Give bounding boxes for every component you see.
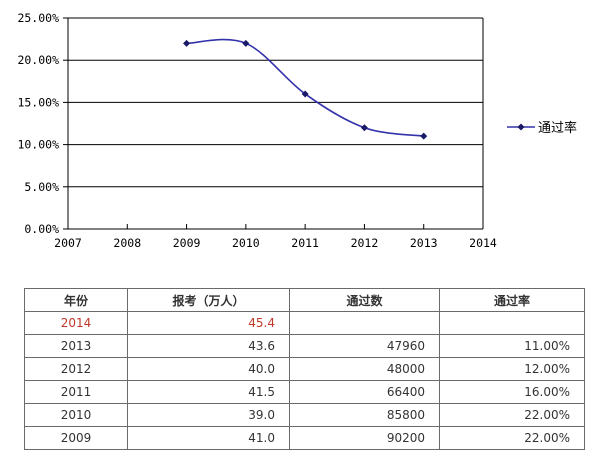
y-tick-label: 5.00% <box>24 180 59 194</box>
cell-rate: 22.00% <box>439 403 585 427</box>
cell-passed: 85800 <box>289 403 440 427</box>
table-row: 2010 39.0 85800 22.00% <box>24 403 585 427</box>
x-tick-label: 2010 <box>232 236 260 250</box>
cell-applicants: 39.0 <box>127 403 290 427</box>
cell-year: 2010 <box>24 403 128 427</box>
header-applicants: 报考（万人） <box>127 288 290 312</box>
data-point <box>242 39 250 47</box>
header-rate: 通过率 <box>439 288 585 312</box>
cell-applicants: 43.6 <box>127 334 290 358</box>
table-row: 2011 41.5 66400 16.00% <box>24 380 585 404</box>
legend-label: 通过率 <box>538 120 577 136</box>
table-row: 2012 40.0 48000 12.00% <box>24 357 585 381</box>
legend-marker <box>517 123 525 131</box>
x-tick-label: 2008 <box>113 236 141 250</box>
cell-applicants: 45.4 <box>127 311 290 335</box>
header-year: 年份 <box>24 288 128 312</box>
x-tick-label: 2014 <box>469 236 497 250</box>
y-tick-label: 15.00% <box>17 95 59 109</box>
axes <box>67 18 484 230</box>
table-area: 年份 报考（万人） 通过数 通过率 2014 45.4 2013 43.6 47… <box>0 262 602 469</box>
statistics-table: 年份 报考（万人） 通过数 通过率 2014 45.4 2013 43.6 47… <box>24 288 585 450</box>
x-axis-ticks: 2007 2008 2009 2010 2011 2012 2013 2014 <box>54 224 497 250</box>
x-tick-label: 2009 <box>173 236 201 250</box>
cell-passed: 47960 <box>289 334 440 358</box>
x-tick-label: 2013 <box>410 236 438 250</box>
y-tick-label: 20.00% <box>17 53 59 67</box>
cell-year: 2009 <box>24 426 128 450</box>
plot-area <box>68 18 483 229</box>
chart-area: 0.00% 5.00% 10.00% 15.00% 20.00% 25.00% 2007 2… <box>17 11 578 250</box>
cell-applicants: 41.0 <box>127 426 290 450</box>
cell-year: 2012 <box>24 357 128 381</box>
cell-passed: 90200 <box>289 426 440 450</box>
x-tick-label: 2007 <box>54 236 82 250</box>
data-point <box>301 90 309 98</box>
data-point <box>183 39 191 47</box>
cell-applicants: 40.0 <box>127 357 290 381</box>
cell-rate: 11.00% <box>439 334 585 358</box>
cell-applicants: 41.5 <box>127 380 290 404</box>
data-point <box>360 124 368 132</box>
table-row: 2009 41.0 90200 22.00% <box>24 426 585 450</box>
cell-rate: 16.00% <box>439 380 585 404</box>
cell-year: 2014 <box>24 311 128 335</box>
legend: 通过率 <box>507 120 577 136</box>
cell-passed <box>289 311 440 335</box>
cell-rate: 22.00% <box>439 426 585 450</box>
y-tick-label: 25.00% <box>17 11 59 25</box>
table-row: 2013 43.6 47960 11.00% <box>24 334 585 358</box>
cell-year: 2013 <box>24 334 128 358</box>
table-header-row: 年份 报考（万人） 通过数 通过率 <box>24 288 585 312</box>
cell-passed: 48000 <box>289 357 440 381</box>
series-group <box>183 38 428 140</box>
cell-rate: 12.00% <box>439 357 585 381</box>
data-point <box>420 132 428 140</box>
x-tick-label: 2012 <box>351 236 379 250</box>
cell-year: 2011 <box>24 380 128 404</box>
cell-passed: 66400 <box>289 380 440 404</box>
grid-lines <box>68 17 483 188</box>
table-row: 2014 45.4 <box>24 311 585 335</box>
y-tick-label: 10.00% <box>17 138 59 152</box>
header-passed: 通过数 <box>289 288 440 312</box>
y-tick-label: 0.00% <box>24 222 59 236</box>
cell-rate <box>439 311 585 335</box>
pass-rate-chart: 0.00%5.00%10.00%15.00%20.00%25.00% 2007 2… <box>17 11 577 250</box>
y-axis-ticks: 0.00% 5.00% 10.00% 15.00% 20.00% 25.00% <box>17 11 68 236</box>
x-tick-label: 2011 <box>291 236 319 250</box>
